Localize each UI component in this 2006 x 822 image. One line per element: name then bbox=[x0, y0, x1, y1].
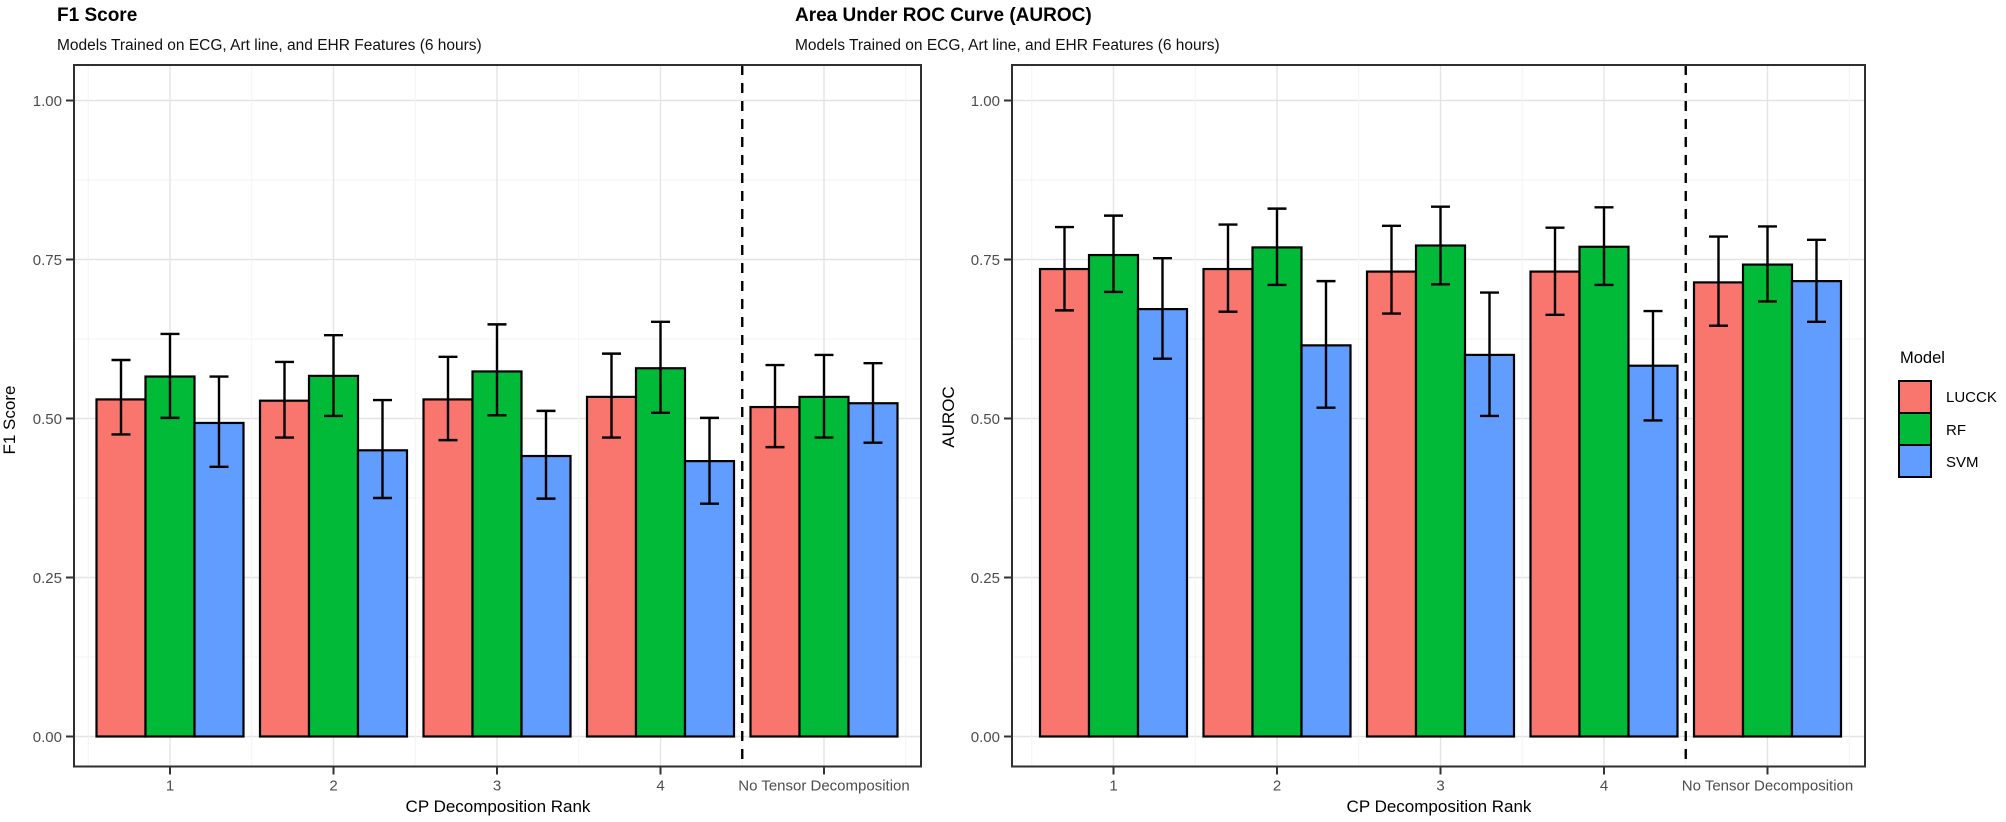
x-tick-label: No Tensor Decomposition bbox=[1682, 778, 1853, 795]
bar-auroc-rf-cat1 bbox=[1087, 253, 1140, 738]
bar-auroc-lucck-cat3 bbox=[1365, 270, 1418, 738]
legend-item-rf: RF bbox=[1898, 412, 1997, 446]
bar-auroc-rf-cat5 bbox=[1741, 263, 1794, 738]
bar-auroc-svm-cat4 bbox=[1627, 364, 1679, 738]
y-tick-label: 0.00 bbox=[971, 729, 1000, 746]
right-chart-subtitle: Models Trained on ECG, Art line, and EHR… bbox=[795, 37, 1220, 54]
legend-label-svm: SVM bbox=[1946, 453, 1979, 471]
bar-auroc-lucck-cat1 bbox=[1038, 267, 1091, 738]
bar-f1-svm-cat1 bbox=[193, 421, 245, 738]
left-y-axis-title: F1 Score bbox=[0, 385, 19, 455]
bar-auroc-lucck-cat2 bbox=[1202, 267, 1254, 738]
y-tick-label: 0.75 bbox=[971, 252, 1000, 269]
bar-f1-rf-cat4 bbox=[634, 367, 687, 738]
legend-item-lucck: LUCCK bbox=[1898, 380, 1997, 414]
legend-swatch-lucck bbox=[1898, 380, 1932, 414]
bar-f1-lucck-cat3 bbox=[422, 398, 474, 738]
bar-auroc-svm-cat5 bbox=[1790, 280, 1843, 738]
left-x-axis-title: CP Decomposition Rank bbox=[405, 797, 591, 816]
y-tick-label: 1.00 bbox=[33, 93, 62, 110]
y-tick-label: 0.50 bbox=[33, 411, 62, 428]
y-tick-label: 0.25 bbox=[33, 570, 62, 587]
bar-f1-rf-cat5 bbox=[798, 395, 850, 738]
legend-label-rf: RF bbox=[1946, 421, 1966, 439]
x-tick-label: 4 bbox=[1600, 778, 1608, 795]
bar-f1-svm-cat4 bbox=[683, 460, 736, 738]
legend-label-lucck: LUCCK bbox=[1946, 388, 1997, 406]
bar-f1-lucck-cat5 bbox=[749, 405, 801, 738]
bar-auroc-rf-cat2 bbox=[1251, 246, 1303, 738]
bar-f1-svm-cat5 bbox=[847, 402, 899, 738]
legend: Model LUCCK RF SVM bbox=[1898, 349, 1997, 478]
bar-auroc-lucck-cat5 bbox=[1692, 281, 1745, 738]
panel-border-auroc bbox=[1011, 64, 1866, 768]
bar-f1-rf-cat2 bbox=[307, 374, 360, 738]
legend-item-svm: SVM bbox=[1898, 444, 1997, 478]
legend-title: Model bbox=[1900, 349, 1945, 367]
right-x-axis-title: CP Decomposition Rank bbox=[1346, 797, 1532, 816]
bar-auroc-svm-cat2 bbox=[1300, 344, 1352, 738]
legend-swatch-svm bbox=[1898, 444, 1932, 478]
y-tick-label: 0.00 bbox=[33, 729, 62, 746]
bar-f1-rf-cat3 bbox=[471, 370, 523, 738]
right-chart-title: Area Under ROC Curve (AUROC) bbox=[795, 5, 1092, 26]
right-y-axis-title: AUROC bbox=[939, 386, 958, 448]
left-chart-title: F1 Score bbox=[57, 5, 138, 26]
bar-f1-rf-cat1 bbox=[144, 375, 196, 738]
y-tick-label: 1.00 bbox=[971, 93, 1000, 110]
legend-swatch-rf bbox=[1898, 412, 1932, 446]
bar-f1-lucck-cat1 bbox=[95, 398, 147, 738]
x-tick-label: No Tensor Decomposition bbox=[738, 778, 909, 795]
y-tick-label: 0.75 bbox=[33, 252, 62, 269]
bar-f1-lucck-cat4 bbox=[585, 395, 638, 738]
x-tick-label: 1 bbox=[166, 778, 174, 795]
x-tick-label: 2 bbox=[1273, 778, 1281, 795]
left-chart-subtitle: Models Trained on ECG, Art line, and EHR… bbox=[57, 37, 482, 54]
bar-auroc-svm-cat1 bbox=[1136, 308, 1189, 738]
bar-f1-lucck-cat2 bbox=[258, 399, 311, 738]
x-tick-label: 3 bbox=[493, 778, 501, 795]
y-tick-label: 0.25 bbox=[971, 570, 1000, 587]
bar-auroc-svm-cat3 bbox=[1463, 353, 1516, 738]
x-tick-label: 2 bbox=[329, 778, 337, 795]
y-tick-label: 0.50 bbox=[971, 411, 1000, 428]
bar-auroc-lucck-cat4 bbox=[1529, 270, 1581, 738]
bar-auroc-rf-cat4 bbox=[1578, 245, 1630, 738]
x-tick-label: 3 bbox=[1436, 778, 1444, 795]
bar-auroc-rf-cat3 bbox=[1414, 244, 1467, 738]
x-tick-label: 1 bbox=[1109, 778, 1117, 795]
x-tick-label: 4 bbox=[656, 778, 664, 795]
